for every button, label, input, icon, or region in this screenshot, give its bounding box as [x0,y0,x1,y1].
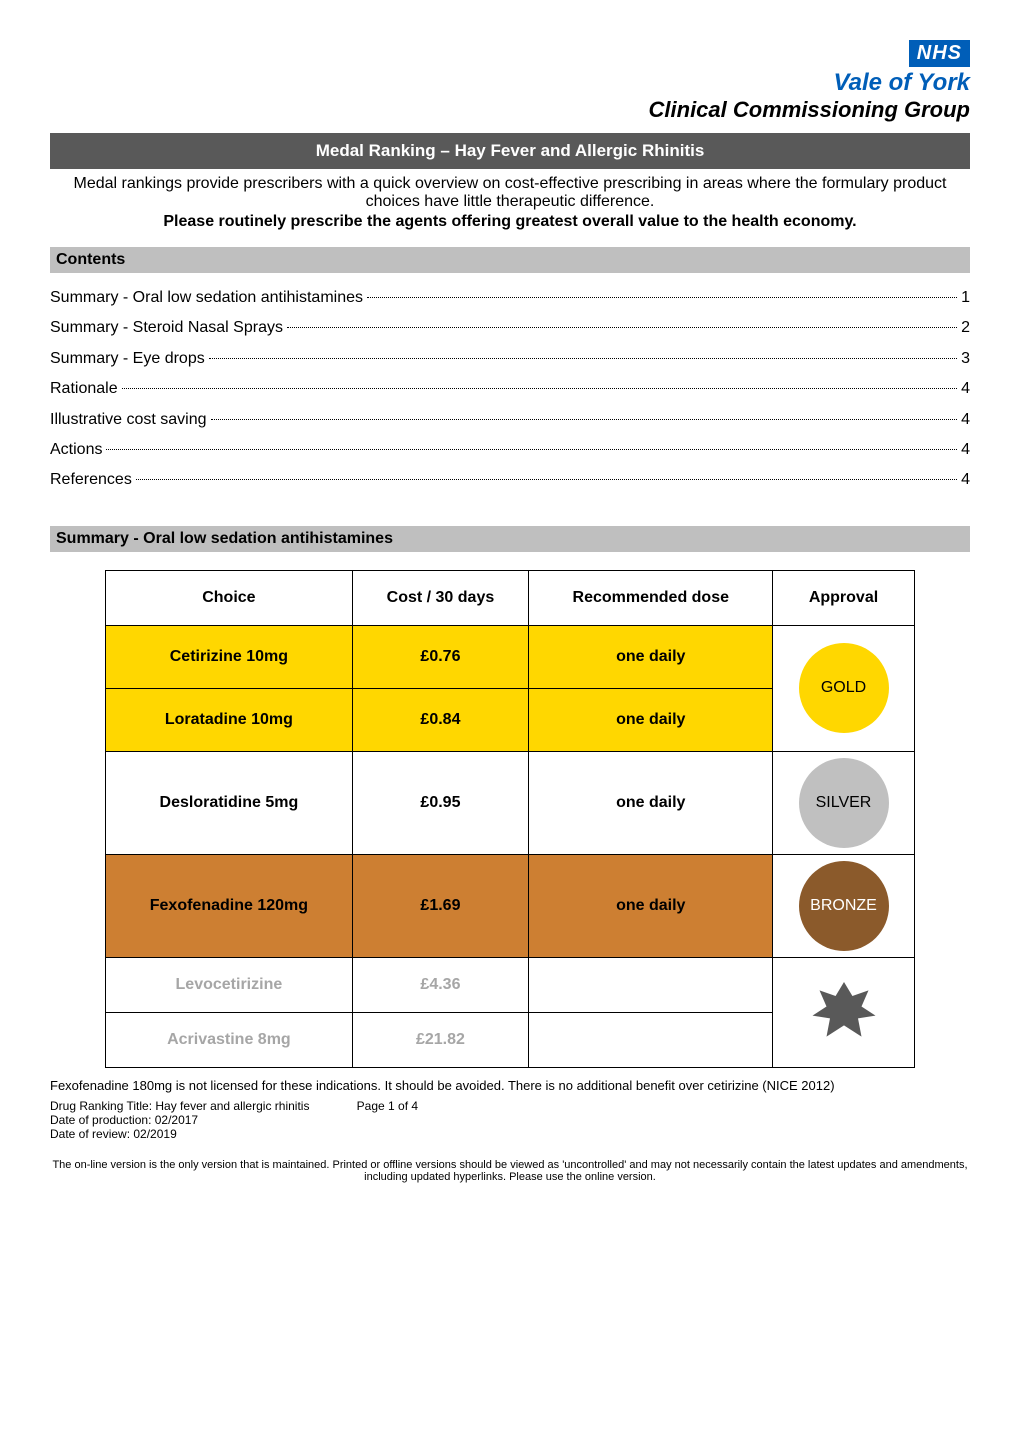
table-header-row: Choice Cost / 30 days Recommended dose A… [106,570,915,625]
cell-cost: £21.82 [352,1012,529,1067]
toc-label[interactable]: Illustrative cost saving [50,405,207,435]
gold-badge: GOLD [799,643,889,733]
cell-dose [529,1012,773,1067]
logo-line2: Clinical Commissioning Group [50,97,970,123]
x-icon [809,1032,879,1049]
toc-label[interactable]: Summary - Eye drops [50,344,205,374]
table-row: Desloratidine 5mg £0.95 one daily SILVER [106,751,915,854]
toc-label[interactable]: Summary - Oral low sedation antihistamin… [50,283,363,313]
footer-review-date: Date of review: 02/2019 [50,1127,970,1141]
cell-cost: £0.84 [352,688,529,751]
cell-choice: Loratadine 10mg [106,688,352,751]
table-row: Cetirizine 10mg £0.76 one daily GOLD [106,625,915,688]
cell-cost: £1.69 [352,854,529,957]
cell-choice: Desloratidine 5mg [106,751,352,854]
silver-badge: SILVER [799,758,889,848]
cell-dose: one daily [529,625,773,688]
toc-label[interactable]: References [50,465,132,495]
toc-row: Rationale 4 [50,374,970,404]
toc-label[interactable]: Summary - Steroid Nasal Sprays [50,313,283,343]
col-dose: Recommended dose [529,570,773,625]
approval-cell [773,957,915,1067]
cell-dose: one daily [529,854,773,957]
toc-row: Illustrative cost saving 4 [50,405,970,435]
toc-page: 4 [961,374,970,404]
toc-row: Actions 4 [50,435,970,465]
cell-choice: Acrivastine 8mg [106,1012,352,1067]
cell-choice: Cetirizine 10mg [106,625,352,688]
cell-cost: £4.36 [352,957,529,1012]
table-of-contents: Summary - Oral low sedation antihistamin… [50,283,970,496]
toc-label[interactable]: Actions [50,435,102,465]
page-number: Page 1 of 4 [357,1099,664,1113]
toc-row: Summary - Eye drops 3 [50,344,970,374]
toc-page: 1 [961,283,970,313]
toc-page: 4 [961,435,970,465]
cell-dose [529,957,773,1012]
toc-row: References 4 [50,465,970,495]
title-bar: Medal Ranking – Hay Fever and Allergic R… [50,133,970,169]
toc-page: 4 [961,465,970,495]
approval-cell: BRONZE [773,854,915,957]
toc-label[interactable]: Rationale [50,374,118,404]
table-row: Fexofenadine 120mg £1.69 one daily BRONZ… [106,854,915,957]
intro-text: Medal rankings provide prescribers with … [50,175,970,211]
footer-title: Drug Ranking Title: Hay fever and allerg… [50,1099,357,1113]
cell-choice: Levocetirizine [106,957,352,1012]
antihistamines-table: Choice Cost / 30 days Recommended dose A… [105,570,915,1068]
nhs-logo-block: NHS Vale of York Clinical Commissioning … [50,40,970,123]
intro-bold: Please routinely prescribe the agents of… [50,213,970,231]
footnote: Fexofenadine 180mg is not licensed for t… [50,1078,970,1093]
toc-page: 4 [961,405,970,435]
footer: Drug Ranking Title: Hay fever and allerg… [50,1099,970,1141]
contents-header: Contents [50,247,970,273]
cell-dose: one daily [529,751,773,854]
col-choice: Choice [106,570,352,625]
footer-prod-date: Date of production: 02/2017 [50,1113,970,1127]
section1-header: Summary - Oral low sedation antihistamin… [50,526,970,552]
cell-cost: £0.76 [352,625,529,688]
approval-cell: GOLD [773,625,915,751]
approval-cell: SILVER [773,751,915,854]
toc-row: Summary - Steroid Nasal Sprays 2 [50,313,970,343]
toc-row: Summary - Oral low sedation antihistamin… [50,283,970,313]
toc-page: 3 [961,344,970,374]
cell-choice: Fexofenadine 120mg [106,854,352,957]
toc-page: 2 [961,313,970,343]
col-approval: Approval [773,570,915,625]
bronze-badge: BRONZE [799,861,889,951]
table-row: Levocetirizine £4.36 [106,957,915,1012]
cell-cost: £0.95 [352,751,529,854]
disclaimer: The on-line version is the only version … [50,1159,970,1183]
cell-dose: one daily [529,688,773,751]
col-cost: Cost / 30 days [352,570,529,625]
logo-line1: Vale of York [50,69,970,97]
nhs-badge: NHS [909,40,970,67]
